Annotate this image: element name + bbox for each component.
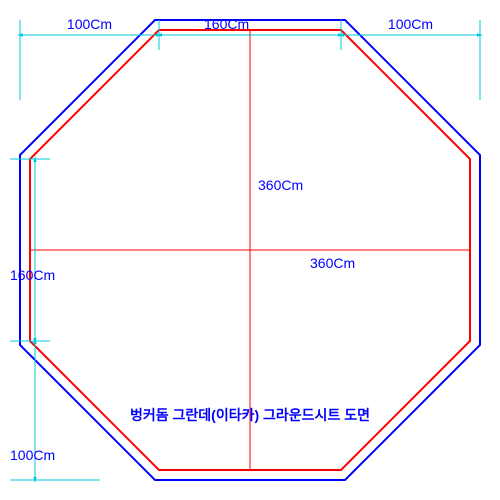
dim-label-horizontal: 360Cm <box>310 255 355 271</box>
diagram-canvas: 100Cm 160Cm 100Cm 360Cm 360Cm 160Cm 100Cm 벙커돔 그… <box>0 0 500 500</box>
dim-label-bottom-left: 100Cm <box>10 447 55 463</box>
dim-label-top-center: 160Cm <box>204 16 249 32</box>
dim-label-left-edge: 160Cm <box>10 267 55 283</box>
diagram-title: 벙커돔 그란데(이타카) 그라운드시트 도면 <box>130 407 370 423</box>
dim-label-vertical: 360Cm <box>258 177 303 193</box>
dim-label-top-right: 100Cm <box>388 16 433 32</box>
dim-label-top-left: 100Cm <box>67 16 112 32</box>
